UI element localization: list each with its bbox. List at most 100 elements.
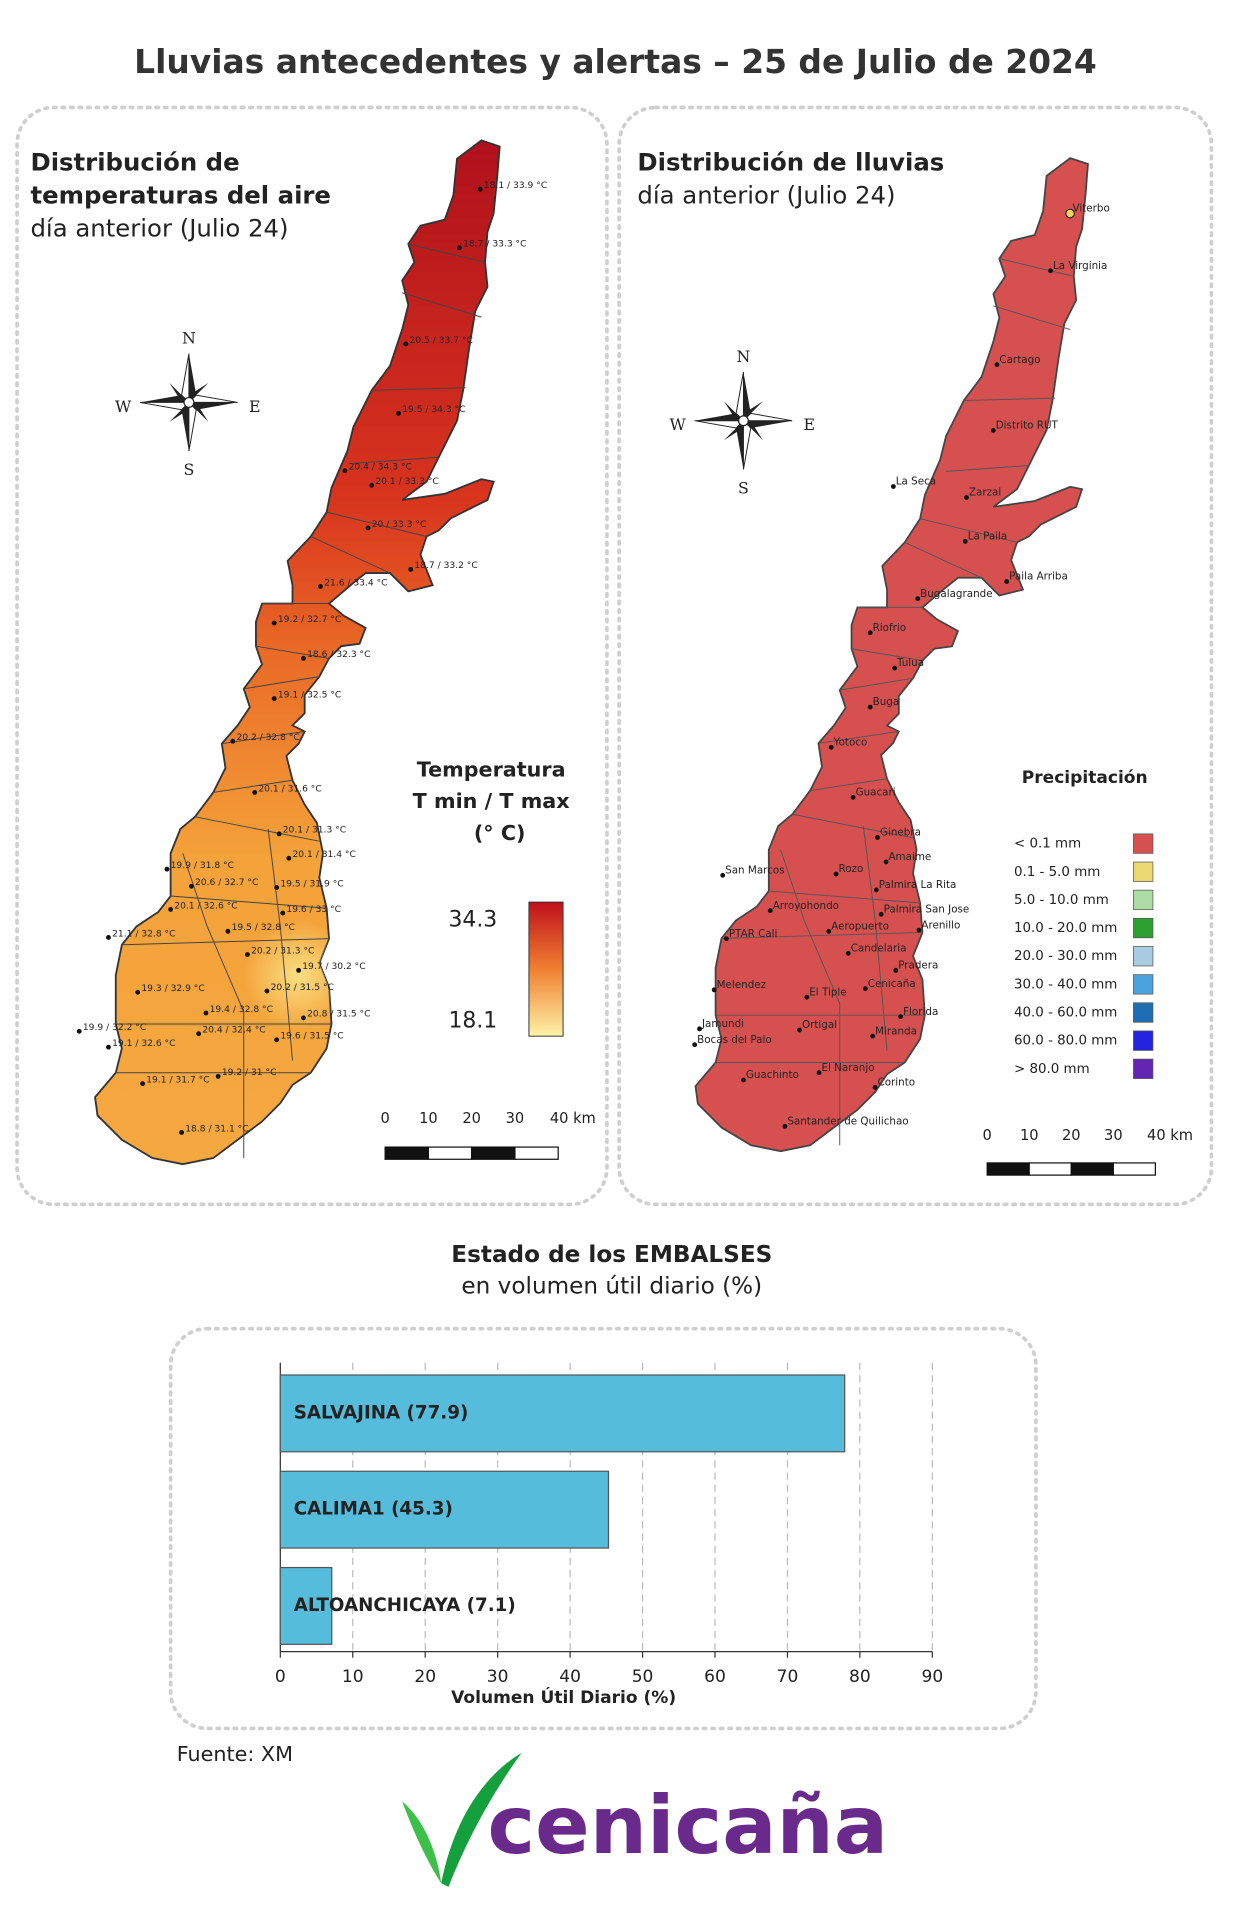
- station-dot: [878, 911, 884, 917]
- chart-panel: [168, 1326, 1038, 1731]
- legend-label: 30.0 - 40.0 mm: [1014, 977, 1117, 992]
- rain-panel: [617, 105, 1214, 1207]
- scale-label: 30: [506, 1110, 525, 1127]
- station-label: Cenicaña: [868, 978, 916, 990]
- station-label: 20.1 / 33.3 °C: [375, 477, 438, 487]
- legend-title: (° C): [474, 821, 526, 845]
- station-dot: [804, 994, 810, 1000]
- station-dot: [720, 872, 726, 878]
- station-label: Tulua: [896, 657, 924, 669]
- compass-letter: N: [182, 329, 196, 348]
- station-dot: [741, 1077, 746, 1083]
- temperature-map: Distribución de temperaturas del aire dí…: [30, 139, 570, 1166]
- station-dot: [723, 936, 729, 942]
- station-dot: [826, 928, 832, 934]
- station-dot: [274, 885, 280, 890]
- station-dot: [188, 883, 194, 889]
- station-dot: [828, 744, 834, 750]
- legend-label: 10.0 - 20.0 mm: [1014, 921, 1117, 936]
- station-dot: [196, 1031, 202, 1037]
- scale-segment: [1112, 1162, 1156, 1176]
- chart-title: Estado de los EMBALSES: [451, 1242, 772, 1268]
- bar: [279, 1470, 610, 1549]
- station-label: 19.5 / 32.8 °C: [232, 923, 295, 933]
- page-title: Lluvias antecedentes y alertas – 25 de J…: [134, 42, 1097, 81]
- station-label: La Seca: [896, 476, 936, 488]
- bar-label: ALTOANCHICAYA (7.1): [294, 1595, 516, 1616]
- legend-title: Temperatura: [417, 757, 566, 781]
- station-dot: [1065, 208, 1075, 219]
- station-dot: [845, 950, 851, 956]
- scale-label: 30: [1104, 1127, 1123, 1144]
- station-label: Amaime: [888, 851, 931, 863]
- stations: 18.1 / 33.9 °C 18.7 / 33.3 °C 20.5 / 33.7 …: [76, 181, 547, 1135]
- legend-ramp: [528, 901, 564, 1037]
- station-dot: [403, 341, 409, 347]
- legend-max: 34.3: [448, 907, 497, 932]
- station-dot: [76, 1028, 82, 1034]
- scale-label: 10: [1020, 1127, 1039, 1144]
- station-dot: [457, 245, 462, 251]
- scale-label: 40 km: [1147, 1127, 1193, 1144]
- station-label: 19.1 / 31.7 °C: [146, 1076, 209, 1086]
- station-label: 21.6 / 33.4 °C: [324, 578, 387, 588]
- station-dot: [867, 704, 873, 710]
- station-label: Pradera: [898, 959, 938, 971]
- compass-letter: E: [249, 397, 261, 416]
- x-tick-label: 40: [559, 1667, 581, 1687]
- station-label: 19.1 / 32.5 °C: [278, 690, 341, 700]
- station-dot: [962, 538, 968, 544]
- scale-segment: [427, 1146, 473, 1160]
- x-tick-label: 70: [777, 1667, 799, 1687]
- station-label: 21.1 / 32.8 °C: [112, 929, 175, 939]
- legend-label: 0.1 - 5.0 mm: [1014, 865, 1100, 880]
- station-dot: [215, 1073, 221, 1079]
- compass-letter: W: [115, 397, 132, 416]
- map-title: Distribución de lluvias: [637, 148, 944, 177]
- station-dot: [711, 987, 717, 993]
- logo-leaf: [441, 1752, 522, 1887]
- station-label: 20.1 / 31.6 °C: [258, 784, 321, 794]
- scale-segment: [986, 1162, 1030, 1176]
- station-dot: [833, 871, 839, 877]
- station-dot: [203, 1010, 209, 1016]
- logo-text: cenicaña: [488, 1778, 888, 1872]
- station-dot: [318, 584, 323, 589]
- bar: [279, 1566, 333, 1645]
- scale-segment: [471, 1146, 516, 1160]
- station-label: 19.3 / 32.9 °C: [141, 984, 204, 994]
- station-label: 19.2 / 31 °C: [222, 1068, 277, 1078]
- x-tick-label: 50: [632, 1667, 654, 1687]
- station-label: Cartago: [999, 354, 1040, 366]
- station-label: Riofrio: [873, 622, 907, 634]
- x-tick-label: 80: [849, 1667, 871, 1687]
- station-dot: [168, 906, 174, 912]
- compass-letter: S: [738, 478, 749, 497]
- scale-label: 20: [1062, 1127, 1081, 1144]
- legend-swatch: [1133, 917, 1154, 939]
- station-dot: [271, 620, 277, 626]
- station-label: Palmira La Rita: [879, 879, 957, 891]
- station-label: Guachinto: [746, 1069, 799, 1081]
- station-label: La Paila: [968, 530, 1008, 542]
- station-label: 19.9 / 32.2 °C: [83, 1023, 146, 1033]
- station-label: 20.6 / 32.7 °C: [195, 878, 258, 888]
- station-label: Florida: [903, 1006, 938, 1018]
- scale-segment: [514, 1146, 559, 1160]
- station-label: 20.5 / 33.7 °C: [410, 336, 473, 346]
- station-label: 18.7 / 33.2 °C: [414, 561, 477, 571]
- compass-letter: N: [737, 347, 751, 366]
- compass-letter: E: [803, 415, 815, 434]
- legend-swatch: [1133, 889, 1154, 911]
- scale-segment: [1028, 1162, 1072, 1176]
- station-label: 20.2 / 32.8 °C: [236, 733, 299, 743]
- station-label: El Naranjo: [821, 1062, 874, 1074]
- x-tick-label: 0: [275, 1667, 286, 1687]
- station-dot: [135, 989, 141, 995]
- legend-swatch: [1133, 1002, 1154, 1023]
- station-label: Candelaria: [851, 942, 907, 954]
- voronoi-lines: [715, 258, 1074, 1146]
- station-dot: [274, 1037, 280, 1043]
- station-label: 19.6 / 33 °C: [286, 905, 341, 915]
- x-tick-label: 30: [487, 1667, 509, 1687]
